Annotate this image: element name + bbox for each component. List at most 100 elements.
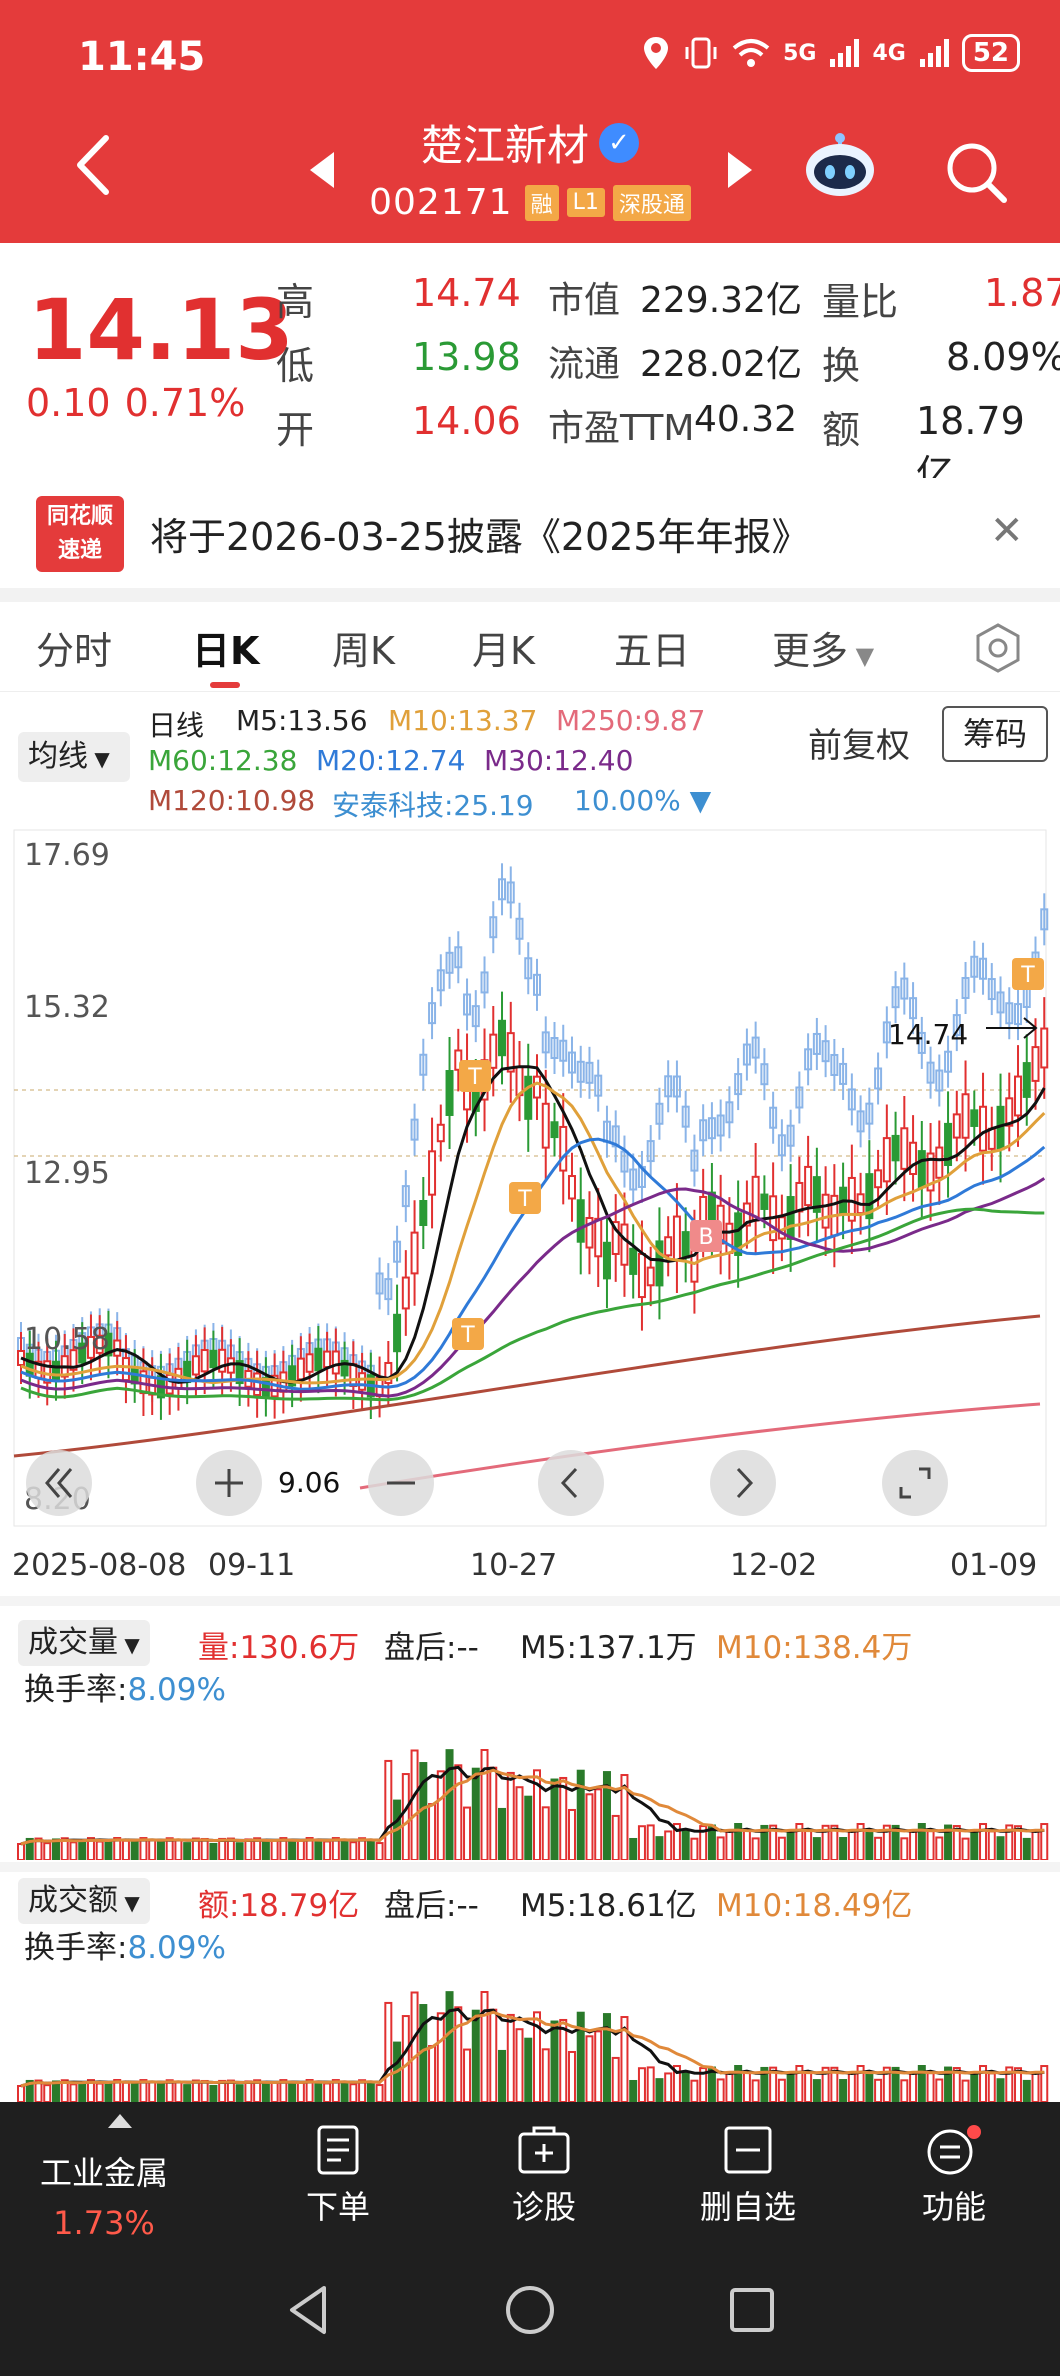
tab-intraday[interactable]: 分时 — [36, 629, 113, 673]
volume-selector-label: 成交量 — [28, 1625, 118, 1660]
app-header: 11:45 5G 4G 52 楚江新材 ✓ 002171 融 L1 深股通 — [0, 0, 1060, 243]
adjust-mode[interactable]: 前复权 — [808, 726, 910, 766]
amount-indicator-selector[interactable]: 成交额 ▼ — [18, 1878, 150, 1924]
divider — [0, 1862, 1060, 1872]
amount-chart[interactable] — [0, 1958, 1060, 2102]
kline-chart[interactable]: T T T B T — [0, 828, 1060, 1528]
settings-icon[interactable] — [972, 622, 1024, 674]
price-candle — [602, 1241, 611, 1280]
zoom-out-button[interactable] — [368, 1450, 434, 1516]
fullscreen-button[interactable] — [882, 1450, 948, 1516]
turnover-label: 换 — [822, 344, 861, 388]
price-candle — [567, 1175, 576, 1200]
peer-candle — [594, 1074, 603, 1097]
diagnose-icon — [518, 2126, 570, 2174]
volume-chart[interactable] — [0, 1700, 1060, 1860]
price-candle — [935, 1146, 944, 1179]
volume-bar — [725, 1830, 734, 1860]
volume-bar — [567, 1808, 576, 1860]
system-recents-icon[interactable] — [722, 2280, 782, 2340]
low-value: 13.98 — [412, 335, 521, 379]
next-stock-icon[interactable] — [728, 152, 752, 188]
volume-bar — [900, 2079, 909, 2102]
volume-bar — [795, 2065, 804, 2102]
function-button[interactable]: 功能 — [922, 2124, 986, 2228]
ma-selector[interactable]: 均线 ▼ — [18, 732, 130, 782]
volume-bar — [191, 2079, 200, 2102]
price-candle — [751, 1175, 760, 1222]
price-candle — [961, 1093, 970, 1139]
signal-icon-2 — [919, 39, 949, 67]
volume-bar — [506, 1771, 515, 1860]
peer-candle — [795, 1086, 804, 1109]
order-button[interactable]: 下单 — [306, 2124, 370, 2228]
price-candle — [1005, 1097, 1014, 1127]
volume-bar — [366, 2080, 375, 2102]
system-home-icon[interactable] — [500, 2280, 560, 2340]
volume-bar — [882, 2066, 891, 2102]
volume-bar — [716, 2078, 725, 2102]
volume-bar — [261, 2083, 270, 2102]
volume-bar — [113, 2079, 122, 2102]
diagnose-label: 诊股 — [512, 2188, 577, 2226]
zoom-in-button[interactable] — [196, 1450, 262, 1516]
scroll-right-button[interactable] — [710, 1450, 776, 1516]
diagnose-button[interactable]: 诊股 — [512, 2124, 576, 2228]
news-logo-bottom: 速递 — [57, 538, 102, 563]
volume-bar — [847, 2071, 856, 2102]
volume-bar — [550, 1778, 559, 1860]
volume-bar — [1005, 2066, 1014, 2102]
volume-bar — [917, 2065, 926, 2102]
tab-weekly-k[interactable]: 周K — [332, 629, 395, 673]
volume-bar — [839, 2079, 848, 2102]
volume-bar — [401, 2015, 410, 2102]
price-candle — [979, 1105, 988, 1152]
price-candle — [314, 1347, 323, 1372]
y-label-max: 17.69 — [24, 838, 110, 873]
scroll-left-button[interactable] — [538, 1450, 604, 1516]
back-icon[interactable] — [70, 130, 118, 200]
battery-indicator: 52 — [961, 34, 1020, 72]
tab-daily-k[interactable]: 日K — [192, 629, 260, 673]
tab-more[interactable]: 更多 ▼ — [772, 620, 874, 675]
system-back-icon[interactable] — [280, 2280, 340, 2340]
prev-stock-icon[interactable] — [310, 152, 334, 188]
plus-icon — [215, 1469, 243, 1497]
volume-bar — [987, 2072, 996, 2102]
price-candle — [331, 1350, 340, 1375]
tab-five-day[interactable]: 五日 — [614, 629, 691, 673]
minus-icon — [387, 1481, 415, 1485]
volume-indicator-selector[interactable]: 成交量 ▼ — [18, 1620, 150, 1666]
chip-distribution-button[interactable]: 筹码 — [942, 706, 1048, 762]
expand-up-icon[interactable] — [108, 2114, 132, 2128]
tab-monthly-k[interactable]: 月K — [472, 629, 535, 673]
price-candle — [69, 1349, 78, 1371]
notice-banner[interactable]: 同花顺 速递 将于2026-03-25披露《2025年年报》 ✕ — [0, 478, 1060, 588]
price-candle — [121, 1357, 130, 1382]
peer-candle — [769, 1106, 778, 1129]
volume-bar — [209, 2084, 218, 2102]
volume-bar — [375, 1842, 384, 1860]
ai-assistant-icon[interactable] — [800, 130, 880, 200]
peer-candle — [786, 1124, 795, 1147]
peer-candle — [917, 1031, 926, 1054]
remove-watchlist-button[interactable]: 删自选 — [700, 2124, 796, 2228]
sector-button[interactable]: 工业金属 1.73% — [40, 2148, 168, 2242]
high-value: 14.74 — [412, 271, 521, 315]
scroll-to-start-button[interactable] — [26, 1450, 92, 1516]
volume-bar — [681, 2071, 690, 2102]
volume-bar — [620, 1774, 629, 1860]
close-icon[interactable]: ✕ — [990, 508, 1024, 554]
volume-bar — [86, 1837, 95, 1860]
price-candle — [358, 1372, 367, 1391]
price-candle — [1040, 1027, 1049, 1069]
volume-bar — [690, 2079, 699, 2102]
volume-bar — [629, 1837, 638, 1860]
search-icon[interactable] — [942, 138, 1012, 208]
open-value: 14.06 — [412, 399, 521, 443]
volume-bar — [585, 1793, 594, 1860]
volume-bar — [812, 1837, 821, 1860]
stock-code-row: 002171 融 L1 深股通 — [0, 182, 1060, 223]
amount-m5: M5:18.61亿 — [520, 1888, 697, 1924]
sector-name: 工业金属 — [40, 2154, 169, 2192]
